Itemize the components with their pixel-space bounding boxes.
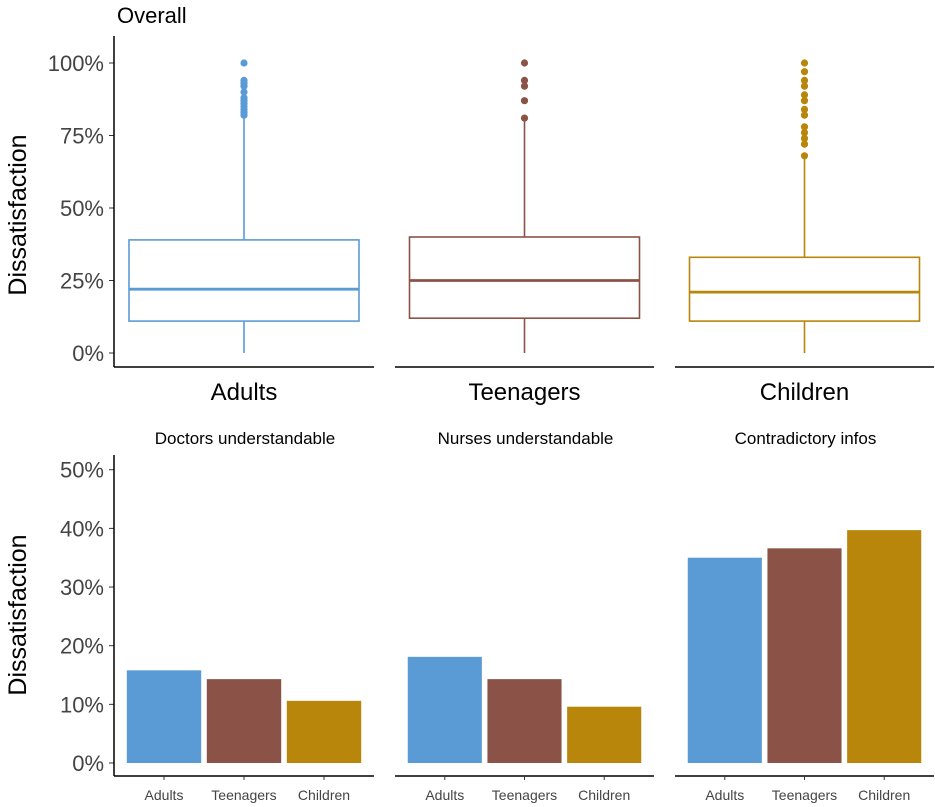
bar-x-tick-label: Adults xyxy=(145,787,184,803)
box-iqr xyxy=(408,236,641,319)
box-outlier-point xyxy=(520,114,529,122)
box-outlier-point xyxy=(800,111,809,119)
bar-panel-title: Contradictory infos xyxy=(735,429,877,448)
bar-adults xyxy=(126,670,202,763)
bar-children xyxy=(286,700,362,763)
box-plot: Dissatisfaction 0% 25% 50% 75% 100% Adults Teen… xyxy=(4,36,934,406)
box-outlier-point xyxy=(800,68,809,76)
bar-y-axis-label: Dissatisfaction xyxy=(4,534,32,695)
box-outlier-point xyxy=(800,152,809,160)
box-outlier-point xyxy=(800,105,809,113)
box-outlier-point xyxy=(520,76,529,84)
bar-teenagers xyxy=(206,679,282,763)
bar-panels: Dissatisfaction 0% 10% 20% 30% 40% 50% Doctors … xyxy=(4,429,934,803)
box-outlier-point xyxy=(800,129,809,137)
box-plot-y-tick-label: 75% xyxy=(60,124,104,149)
bar-x-tick-label: Adults xyxy=(705,787,744,803)
box-plot-title: Overall xyxy=(117,3,187,28)
box-outlier-point xyxy=(800,140,809,148)
bar-teenagers xyxy=(487,679,562,763)
box-plot-y-tick-label: 25% xyxy=(60,269,104,294)
box-outlier-point xyxy=(240,94,248,102)
box-plot-y-tick-label: 0% xyxy=(72,341,104,366)
box-outlier-point xyxy=(800,91,809,99)
box-outlier-point xyxy=(800,123,809,131)
bar-panel-title: Nurses understandable xyxy=(438,429,614,448)
bar-x-tick-label: Children xyxy=(578,787,630,803)
box-outlier-point xyxy=(240,88,248,96)
box-outlier-point xyxy=(800,134,809,142)
bar-y-tick-label: 30% xyxy=(60,575,104,600)
bar-x-tick-label: Teenagers xyxy=(211,787,276,803)
bar-children xyxy=(567,706,642,763)
bar-panel-title: Doctors understandable xyxy=(155,429,336,448)
box-plot-y-tick-label: 100% xyxy=(48,51,104,76)
bar-adults xyxy=(687,557,762,763)
box-outlier-point xyxy=(520,59,529,67)
box-category-label: Teenagers xyxy=(468,379,580,406)
bar-x-tick-label: Children xyxy=(858,787,910,803)
bar-teenagers xyxy=(767,548,842,763)
bar-y-tick-label: 50% xyxy=(60,458,104,483)
box-plot-y-axis-label: Dissatisfaction xyxy=(4,134,32,295)
box-iqr xyxy=(688,256,921,322)
box-category-label: Adults xyxy=(211,379,278,406)
box-iqr xyxy=(128,239,360,322)
bar-x-tick-label: Teenagers xyxy=(492,787,557,803)
bar-children xyxy=(847,530,922,763)
bar-y-tick-label: 10% xyxy=(60,692,104,717)
box-outlier-point xyxy=(800,76,809,84)
bar-x-tick-label: Teenagers xyxy=(772,787,837,803)
box-outlier-point xyxy=(800,59,809,67)
box-plot-y-tick-label: 50% xyxy=(60,196,104,221)
bar-x-tick-label: Adults xyxy=(425,787,464,803)
bar-y-tick-label: 40% xyxy=(60,516,104,541)
box-outlier-point xyxy=(520,97,529,105)
box-category-label: Children xyxy=(760,379,849,406)
box-outlier-point xyxy=(240,76,248,84)
box-outlier-point xyxy=(240,59,248,67)
bar-x-tick-label: Children xyxy=(298,787,350,803)
bar-y-tick-label: 20% xyxy=(60,634,104,659)
box-outlier-point xyxy=(800,97,809,105)
box-outlier-point xyxy=(800,82,809,90)
box-outlier-point xyxy=(520,82,529,90)
bar-y-tick-label: 0% xyxy=(72,751,104,776)
bar-adults xyxy=(407,656,482,763)
